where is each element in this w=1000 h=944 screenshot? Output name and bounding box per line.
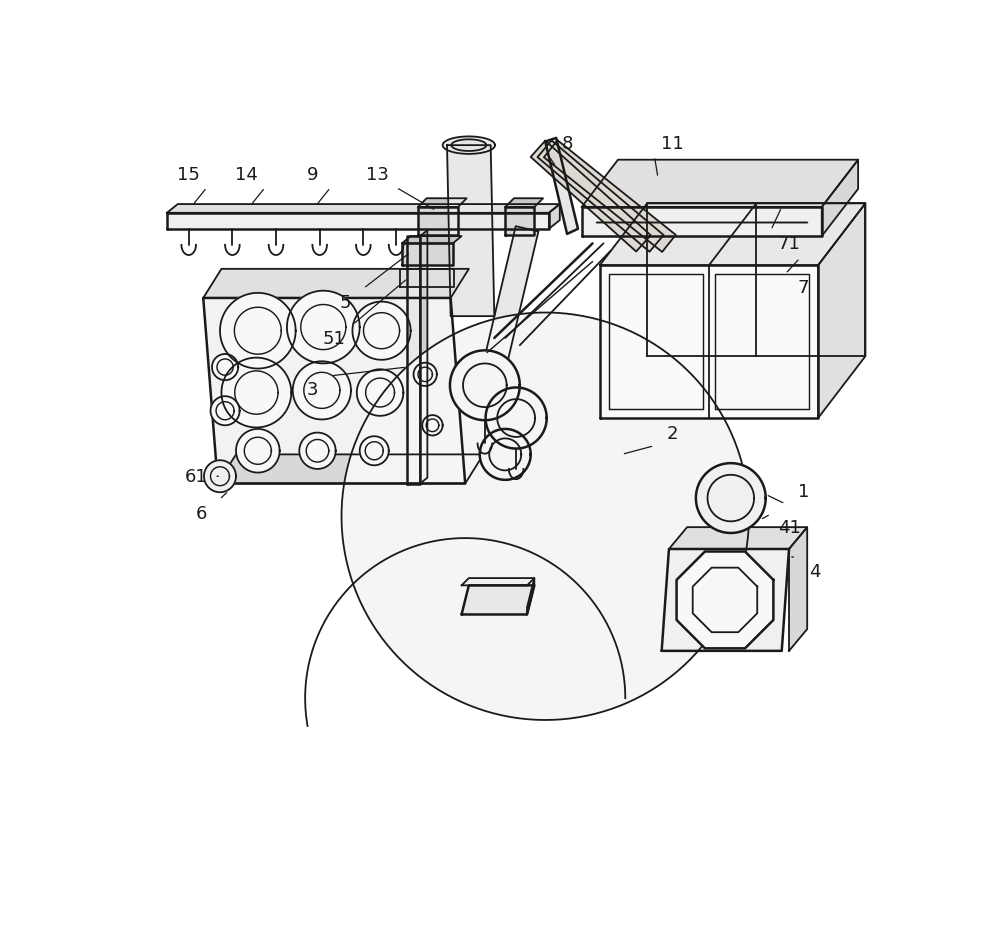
- Polygon shape: [582, 160, 858, 208]
- Text: 7: 7: [798, 278, 809, 296]
- Polygon shape: [451, 140, 486, 152]
- Polygon shape: [418, 199, 467, 208]
- Polygon shape: [696, 464, 766, 533]
- Polygon shape: [582, 208, 822, 237]
- Polygon shape: [486, 388, 547, 449]
- Polygon shape: [342, 313, 749, 720]
- Polygon shape: [669, 528, 807, 549]
- Polygon shape: [299, 433, 336, 469]
- Polygon shape: [789, 528, 807, 651]
- Text: 1: 1: [798, 482, 809, 500]
- Polygon shape: [818, 204, 865, 418]
- Polygon shape: [600, 266, 818, 418]
- Polygon shape: [204, 461, 236, 493]
- Polygon shape: [414, 363, 437, 387]
- Polygon shape: [450, 351, 520, 421]
- Polygon shape: [360, 437, 389, 465]
- Polygon shape: [357, 370, 403, 416]
- Polygon shape: [545, 139, 578, 235]
- Polygon shape: [211, 396, 240, 426]
- Polygon shape: [203, 270, 469, 298]
- Polygon shape: [167, 205, 560, 213]
- Text: 13: 13: [366, 166, 389, 184]
- Polygon shape: [218, 455, 483, 484]
- Text: 51: 51: [323, 329, 346, 347]
- Polygon shape: [400, 270, 454, 288]
- Text: 4: 4: [809, 563, 820, 581]
- Text: 11: 11: [661, 135, 684, 153]
- Polygon shape: [402, 244, 453, 266]
- Polygon shape: [549, 205, 560, 229]
- Polygon shape: [203, 298, 465, 484]
- Polygon shape: [647, 204, 865, 357]
- Polygon shape: [420, 231, 427, 484]
- Polygon shape: [662, 549, 789, 651]
- Polygon shape: [527, 579, 534, 615]
- Text: 61: 61: [185, 467, 207, 486]
- Polygon shape: [531, 142, 651, 252]
- Text: 5: 5: [339, 294, 351, 312]
- Polygon shape: [167, 213, 549, 229]
- Polygon shape: [677, 552, 773, 649]
- Polygon shape: [221, 358, 291, 428]
- Polygon shape: [220, 294, 296, 369]
- Polygon shape: [287, 292, 360, 364]
- Polygon shape: [447, 146, 494, 317]
- Polygon shape: [407, 237, 420, 484]
- Polygon shape: [293, 362, 351, 420]
- Polygon shape: [505, 199, 543, 208]
- Polygon shape: [600, 204, 865, 266]
- Text: 2: 2: [667, 424, 678, 442]
- Polygon shape: [462, 579, 534, 585]
- Polygon shape: [537, 142, 664, 252]
- Polygon shape: [480, 430, 531, 480]
- Text: 9: 9: [307, 166, 318, 184]
- Polygon shape: [402, 237, 462, 244]
- Polygon shape: [822, 160, 858, 237]
- Polygon shape: [418, 208, 458, 235]
- Polygon shape: [443, 137, 495, 155]
- Polygon shape: [462, 585, 534, 615]
- Polygon shape: [505, 208, 534, 235]
- Text: 15: 15: [177, 166, 200, 184]
- Polygon shape: [474, 227, 538, 411]
- Text: 14: 14: [235, 166, 258, 184]
- Text: 6: 6: [195, 504, 207, 522]
- Polygon shape: [422, 415, 443, 436]
- Text: 3: 3: [307, 380, 318, 398]
- Polygon shape: [352, 302, 411, 361]
- Polygon shape: [544, 141, 676, 253]
- Polygon shape: [236, 430, 280, 473]
- Text: 8: 8: [561, 135, 573, 153]
- Text: 41: 41: [778, 518, 800, 536]
- Polygon shape: [212, 355, 238, 380]
- Text: 71: 71: [778, 235, 800, 253]
